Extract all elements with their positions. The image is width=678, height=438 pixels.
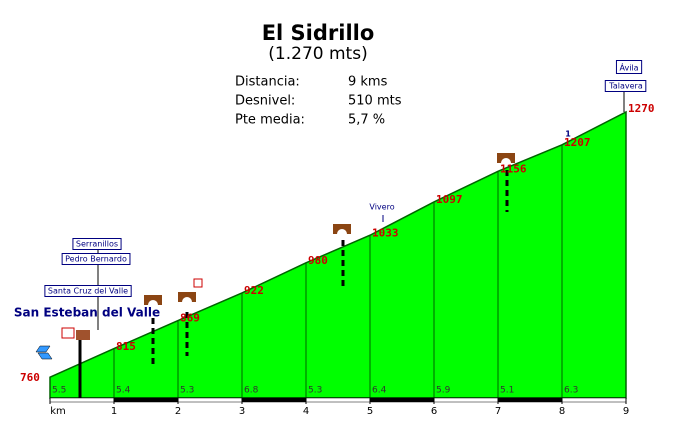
- sign-label: Vivero: [369, 203, 394, 212]
- sign-label: 1: [565, 130, 571, 139]
- elevation-label: 1097: [436, 193, 463, 206]
- axis-band: [241, 397, 307, 403]
- sign-label: Pedro Bernardo: [65, 255, 127, 264]
- elevation-label: 1033: [372, 226, 399, 239]
- gradient-label: 6.8: [244, 386, 259, 396]
- gradient-label: 5.5: [52, 386, 66, 396]
- elevation-label: 922: [244, 284, 264, 297]
- x-tick-label: 8: [559, 406, 565, 417]
- gradient-label: 6.3: [564, 386, 578, 396]
- elevation-label: 1207: [564, 136, 591, 149]
- sign-label: Talavera: [608, 82, 643, 91]
- x-tick-label: 2: [175, 406, 181, 417]
- sign-label: Santa Cruz del Valle: [48, 287, 128, 296]
- chart-title: El Sidrillo: [262, 21, 375, 45]
- elevation-label: 815: [116, 340, 136, 353]
- elevation-label: 1156: [500, 162, 527, 175]
- stat-value: 510 mts: [348, 94, 402, 109]
- axis-band: [49, 397, 115, 403]
- x-tick-label: 1: [111, 406, 117, 417]
- x-tick-label: 6: [431, 406, 437, 417]
- axis-band: [177, 397, 243, 403]
- sign-box: [604, 80, 647, 92]
- profile-area: [49, 110, 627, 399]
- x-tick-label: 7: [495, 406, 501, 417]
- axis-band: [113, 397, 179, 403]
- x-tick-label: 4: [303, 406, 309, 417]
- sign-box: [615, 60, 643, 74]
- gradient-label: 6.4: [372, 386, 387, 396]
- x-tick-label: 3: [239, 406, 245, 417]
- decorations: [35, 84, 625, 398]
- sign-label: Serranillos: [76, 240, 118, 249]
- stat-value: 9 kms: [348, 75, 388, 90]
- elevation-label: 869: [180, 312, 200, 325]
- x-tick-label: 5: [367, 406, 373, 417]
- axis-band: [305, 397, 371, 403]
- axis-band: [497, 397, 563, 403]
- chart-subtitle: (1.270 mts): [268, 44, 367, 64]
- gradient-label: 5.1: [500, 386, 514, 396]
- axis-band: [369, 397, 435, 403]
- sign-box: [72, 238, 122, 250]
- sign-label: Ávila: [619, 62, 638, 73]
- x-tick-label: 9: [623, 406, 629, 417]
- gradient-label: 5.9: [436, 386, 451, 396]
- gradient-label: 5.3: [308, 386, 322, 396]
- elevation-label: 760: [20, 371, 40, 384]
- stat-label: Distancia:: [235, 75, 300, 90]
- elevation-label: 980: [308, 254, 328, 267]
- gradient-label: 5.3: [180, 386, 194, 396]
- axis-band: [433, 397, 499, 403]
- sign-box: [61, 253, 131, 265]
- sign-box: [44, 285, 132, 297]
- sign-label: San Esteban del Valle: [14, 306, 160, 320]
- stat-value: 5,7 %: [348, 113, 385, 128]
- stat-label: Desnivel:: [235, 94, 295, 109]
- x-tick-label: km: [50, 406, 66, 417]
- axis-band: [561, 397, 627, 403]
- stat-label: Pte media:: [235, 113, 305, 128]
- gradient-label: 5.4: [116, 386, 131, 396]
- elevation-label: 1270: [628, 102, 655, 115]
